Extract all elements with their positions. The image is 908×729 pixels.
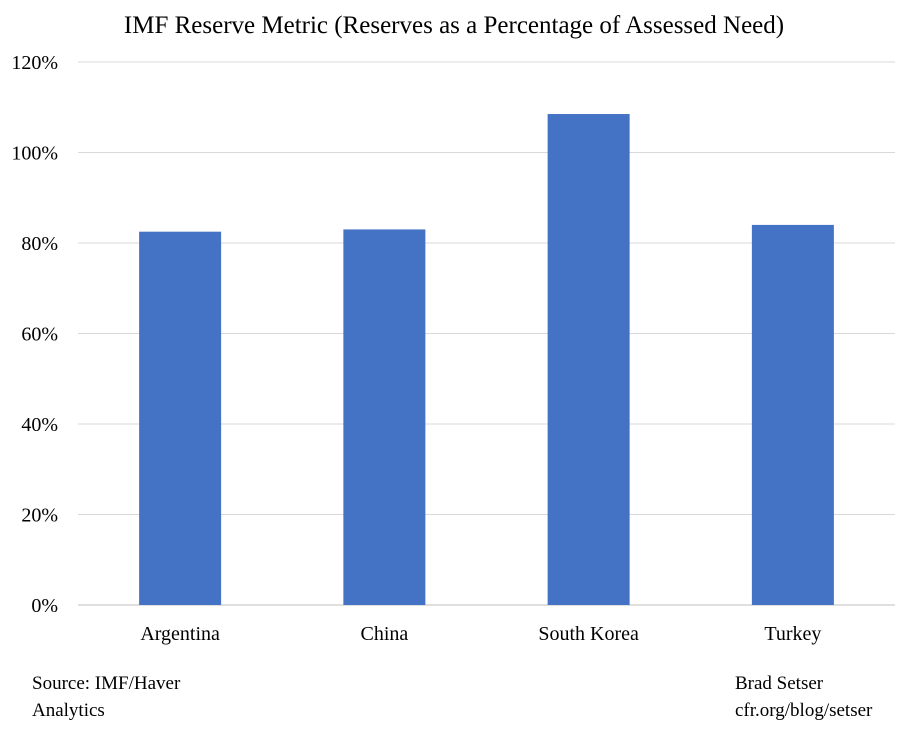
bar-south-korea — [547, 114, 630, 605]
source-note: Source: IMF/Haver Analytics — [32, 673, 181, 721]
bar-china — [343, 229, 426, 606]
chart-title: IMF Reserve Metric (Reserves as a Percen… — [124, 12, 784, 39]
blog-url: cfr.org/blog/setser — [735, 700, 873, 721]
y-tick-label: 100% — [11, 143, 58, 165]
author-credit: Brad Setser cfr.org/blog/setser — [735, 670, 905, 724]
x-category-label: South Korea — [538, 623, 639, 645]
bar-argentina — [139, 231, 222, 605]
x-category-label: China — [360, 623, 408, 645]
bar-turkey — [751, 224, 834, 605]
bars — [139, 114, 834, 606]
author-name: Brad Setser — [735, 673, 824, 694]
x-axis-categories: Argentina China South Korea Turkey — [140, 623, 821, 645]
y-tick-label: 80% — [21, 233, 58, 255]
y-tick-label: 60% — [21, 324, 58, 346]
y-tick-label: 40% — [21, 414, 58, 436]
x-category-label: Turkey — [764, 623, 821, 645]
y-tick-label: 0% — [31, 595, 58, 617]
x-category-label: Argentina — [140, 623, 220, 645]
y-tick-label: 120% — [11, 52, 58, 74]
y-tick-label: 20% — [21, 505, 58, 527]
y-axis-ticks: 0% 20% 40% 60% 80% 100% 120% — [11, 52, 58, 617]
